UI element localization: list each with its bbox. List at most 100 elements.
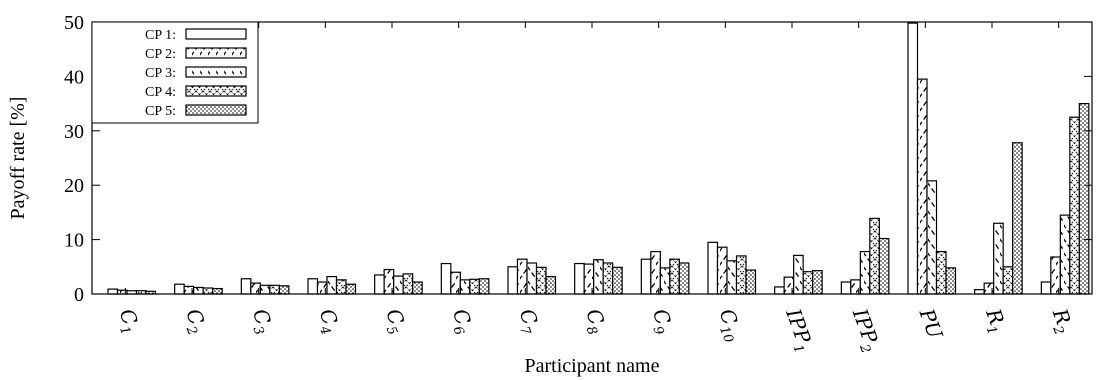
bar [745,269,757,295]
x-tick-label: IPP1 [777,305,818,356]
y-axis-title: Payoff rate [%] [7,97,29,220]
bar [374,274,385,295]
x-tick-label: R2 [1044,305,1079,337]
bar [107,288,119,295]
x-axis-title: Participant name [525,355,660,377]
x-tick-label: C4 [311,306,345,338]
x-tick-label-sub: 8 [583,324,600,337]
x-tick-label-sub: 1 [116,324,133,337]
bar [840,281,852,295]
bar [478,278,490,295]
bar [412,281,423,295]
bar [726,260,738,295]
bar [278,285,290,295]
x-tick-label: C9 [644,306,678,338]
x-tick-label-sub: 3 [249,324,266,337]
bar [212,287,223,295]
x-tick-label-sub: 9 [649,324,666,337]
bar [974,289,985,295]
bar [659,267,671,295]
y-tick-label: 10 [64,230,84,252]
bar [307,278,319,295]
x-tick-label: C6 [444,306,478,338]
x-tick-label: C5 [378,306,412,338]
legend-label: CP 2: [145,47,176,62]
legend-swatch [185,28,247,40]
y-tick-label: 20 [64,175,84,197]
bar [1059,214,1071,295]
x-tick-label: C7 [511,306,546,338]
bar [1012,142,1023,295]
bar [240,278,252,295]
bar [1002,266,1014,295]
x-tick-label-base: R [1048,305,1076,328]
bar [535,266,547,295]
bar [259,284,271,295]
x-tick-label-sub: 10 [716,324,736,345]
x-tick-label: C8 [578,306,612,338]
bar [669,258,680,295]
x-tick-label: PU [914,305,948,343]
x-tick-label: C1 [111,306,145,338]
bar [326,275,338,295]
bar [735,255,747,295]
y-tick-label: 30 [64,121,84,143]
x-tick-label-sub: 4 [316,323,333,337]
bar [1040,281,1052,295]
legend-label: CP 4: [145,85,176,100]
bar [345,283,357,295]
legend-swatch [185,66,247,78]
bar [574,262,585,295]
bar [202,287,214,295]
bar [678,262,690,295]
bar [812,270,823,295]
bar [945,267,957,295]
bar [269,284,280,295]
x-tick-label-sub: 2 [1049,323,1066,337]
y-axis: 0 10 20 30 40 50 [64,12,1092,306]
legend-label: CP 3: [145,66,176,81]
bar [507,266,519,295]
bar [859,250,871,295]
bar [469,278,480,295]
bar [1078,102,1090,295]
bar [459,279,471,295]
x-tick-label-base: IPP [781,305,816,347]
x-tick-label-sub: 7 [516,324,533,338]
bar [707,241,719,295]
bar [907,22,919,295]
x-tick-label: R1 [977,305,1012,337]
x-tick-label-sub: 2 [856,342,873,356]
bar [593,259,604,295]
x-tick-label-sub: 5 [383,324,400,337]
legend-label: CP 1: [145,28,176,43]
bar [612,266,623,295]
x-tick-label-sub: 6 [449,324,466,337]
bar [878,237,890,295]
bar [545,275,557,295]
bar [802,271,814,295]
legend: CP 1: CP 2: CP 3: CP 4: CP 5: [91,21,259,124]
x-tick-label: IPP2 [844,305,885,356]
bar [650,250,661,295]
bar [793,254,804,295]
bar [926,180,938,295]
bar [440,262,452,295]
x-tick-label: C3 [244,306,278,338]
bar [993,222,1004,295]
bar [526,262,538,295]
x-tick-label-base: IPP [848,305,883,347]
x-tick-label-sub: 1 [789,343,806,356]
bar [393,275,404,295]
x-tick-label-sub: 1 [983,324,1000,337]
y-tick-label: 0 [74,284,84,306]
legend-swatch [185,104,247,116]
x-tick-label: C10 [711,306,748,346]
y-tick-label: 40 [64,66,84,88]
x-tick-label-sub: 2 [182,323,199,337]
bar [1069,116,1080,295]
legend-label: CP 5: [145,104,176,119]
x-tick-label-base: R [981,305,1009,328]
bar [193,286,204,295]
